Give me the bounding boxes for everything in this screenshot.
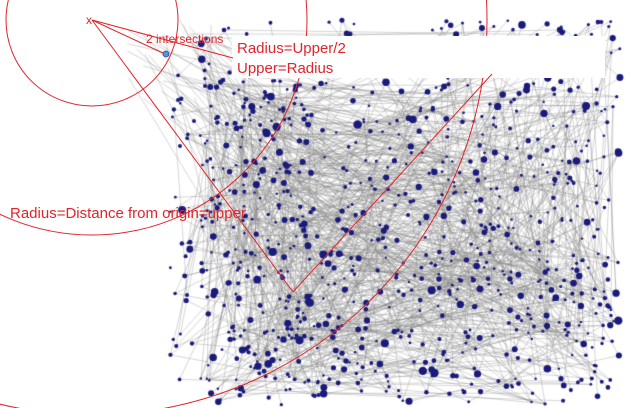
inner-circle <box>5 0 179 107</box>
outer-circle <box>0 0 488 408</box>
rays <box>91 19 493 293</box>
label-mask <box>232 36 605 78</box>
middle-circle <box>0 0 308 236</box>
ray-long <box>91 19 294 293</box>
intersection-point <box>162 50 170 58</box>
origin-marker: x <box>86 13 92 27</box>
upper-radius-label: Upper=Radius <box>237 60 333 77</box>
radius-distance-label: Radius=Distance from origin=upper <box>10 205 246 222</box>
radius-upper-half-label: Radius=Upper/2 <box>237 40 346 57</box>
arc-chord <box>292 73 493 293</box>
search-circles <box>0 0 488 408</box>
intersections-label: 2 intersections <box>146 32 223 46</box>
ray-to-upper <box>91 19 234 59</box>
ray-to-intersection <box>91 19 166 55</box>
